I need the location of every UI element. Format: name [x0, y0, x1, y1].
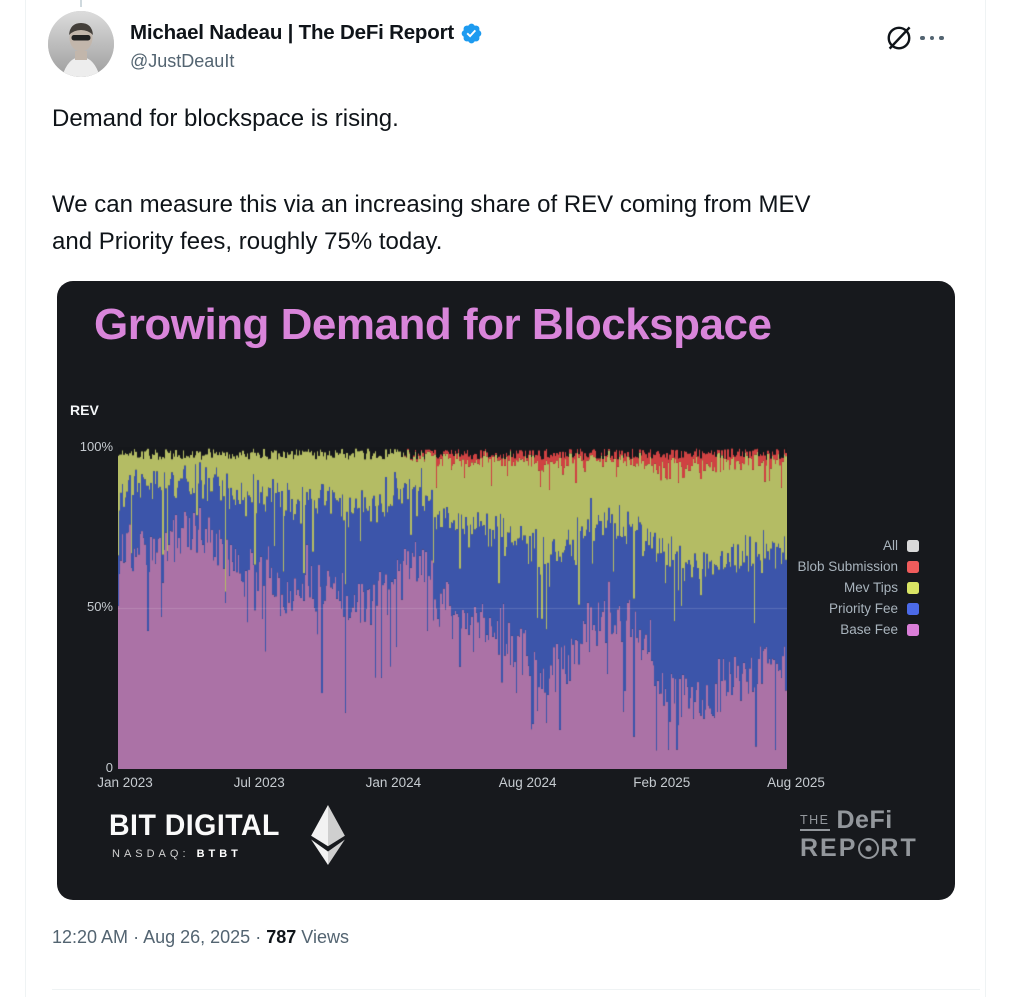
- chart-image-card[interactable]: Growing Demand for Blockspace REV 100% 5…: [57, 281, 955, 900]
- tweet-text-line: Demand for blockspace is rising.: [52, 105, 399, 132]
- rev-stacked-chart: [118, 447, 787, 769]
- legend-swatch: [907, 582, 919, 594]
- author-handle[interactable]: @JustDeauIt: [130, 51, 235, 71]
- ellipsis-icon: [920, 35, 925, 41]
- legend-item: All: [797, 538, 919, 554]
- y-tick: 0: [105, 760, 113, 775]
- defi-report-coin-icon: [858, 838, 880, 859]
- legend-label: Mev Tips: [843, 580, 898, 595]
- timestamp[interactable]: 12:20 AM · Aug 26, 2025 · 787 Views: [52, 927, 349, 947]
- rev-axis-label: REV: [70, 402, 99, 418]
- chart-legend: All Blob Submission Mev Tips Priority Fee Ba…: [797, 538, 919, 643]
- chart-title: Growing Demand for Blockspace: [94, 300, 772, 349]
- legend-item: Base Fee: [797, 622, 919, 638]
- avatar-photo: [48, 11, 114, 77]
- chart-plot-area: [118, 447, 787, 769]
- legend-item: Blob Submission: [797, 559, 919, 575]
- defi-report-logo: THE DeFi REP RT: [800, 806, 918, 862]
- x-tick: Aug 2025: [767, 775, 825, 790]
- date: Aug 26, 2025: [143, 927, 251, 947]
- avatar[interactable]: [48, 11, 114, 77]
- column-border-right: [985, 0, 986, 997]
- legend-item: Mev Tips: [797, 580, 919, 596]
- x-tick: Jul 2023: [233, 775, 285, 790]
- legend-swatch: [907, 540, 919, 552]
- author-name[interactable]: Michael Nadeau | The DeFi Report: [130, 21, 454, 44]
- views-count: 787: [266, 927, 297, 947]
- legend-label: Blob Submission: [797, 559, 898, 574]
- y-tick: 100%: [79, 439, 113, 454]
- views-label: Views: [301, 927, 349, 947]
- legend-label: Base Fee: [840, 622, 898, 637]
- legend-label: Priority Fee: [828, 601, 898, 616]
- column-border-left: [25, 0, 26, 997]
- x-tick: Jan 2023: [97, 775, 153, 790]
- tweet-text-line: and Priority fees, roughly 75% today.: [52, 228, 443, 255]
- x-tick: Feb 2025: [633, 775, 691, 790]
- legend-item: Priority Fee: [797, 601, 919, 617]
- thread-connector-line: [80, 0, 82, 7]
- y-tick: 50%: [86, 599, 113, 614]
- bit-digital-name: BIT DIGITAL: [109, 809, 280, 842]
- grok-button[interactable]: [884, 23, 914, 53]
- legend-swatch: [907, 561, 919, 573]
- grok-icon: [887, 26, 911, 50]
- legend-label: All: [882, 538, 898, 553]
- bit-digital-ticker: NASDAQ: BTBT: [112, 848, 242, 860]
- tweet-text-line: We can measure this via an increasing sh…: [52, 191, 811, 218]
- time: 12:20 AM: [52, 927, 129, 947]
- ethereum-icon: [311, 805, 345, 865]
- legend-swatch: [907, 624, 919, 636]
- x-tick: Aug 2024: [498, 775, 557, 790]
- legend-swatch: [907, 603, 919, 615]
- divider: [52, 989, 980, 990]
- x-tick: Jan 2024: [365, 775, 422, 790]
- more-button[interactable]: [920, 30, 954, 46]
- verified-badge-icon: [461, 23, 482, 43]
